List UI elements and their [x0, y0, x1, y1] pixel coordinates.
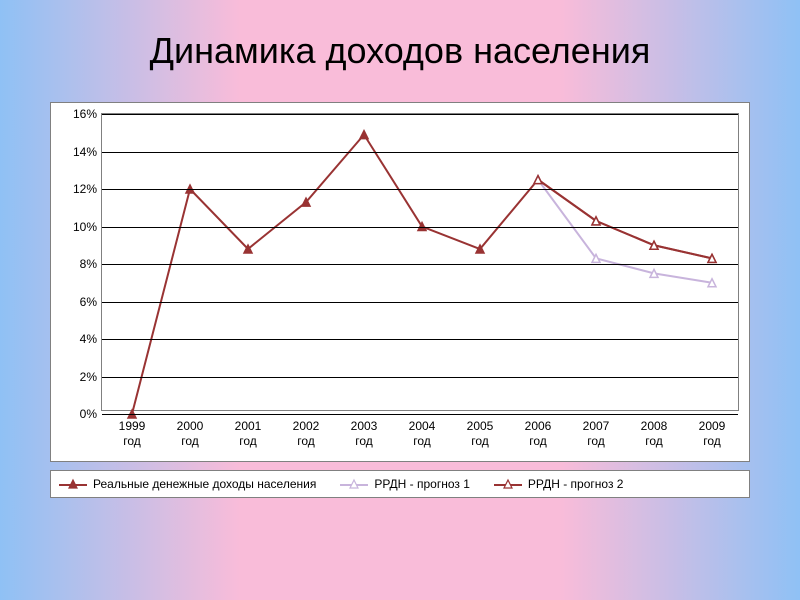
x-axis-label: 2002год [276, 419, 336, 448]
legend-swatch [59, 477, 87, 491]
y-axis-label: 10% [57, 220, 97, 234]
y-axis-label: 12% [57, 182, 97, 196]
series-marker [360, 131, 368, 139]
legend-label: РРДН - прогноз 2 [528, 477, 624, 491]
x-axis-label: 2005год [450, 419, 510, 448]
y-axis-label: 16% [57, 107, 97, 121]
legend-item: РРДН - прогноз 1 [340, 477, 470, 491]
series-line [538, 180, 712, 259]
gridline [102, 152, 738, 153]
y-axis-label: 8% [57, 257, 97, 271]
x-axis-label: 2008год [624, 419, 684, 448]
x-axis-label: 2009год [682, 419, 742, 448]
slide: Динамика доходов населения 0% 2% 4% 6% 8% 10%… [0, 0, 800, 600]
series-line [538, 180, 712, 283]
legend-item: Реальные денежные доходы населения [59, 477, 316, 491]
y-axis-label: 2% [57, 370, 97, 384]
chart-container: 0% 2% 4% 6% 8% 10% 12% 14% 16% 1999год2000год2001… [50, 102, 750, 462]
legend-swatch [340, 477, 368, 491]
gridline [102, 377, 738, 378]
x-axis-label: 2007год [566, 419, 626, 448]
y-axis-label: 0% [57, 407, 97, 421]
series-marker [708, 279, 716, 287]
series-marker [534, 176, 542, 184]
legend-swatch [494, 477, 522, 491]
series-marker [650, 269, 658, 277]
legend-item: РРДН - прогноз 2 [494, 477, 624, 491]
y-axis-label: 14% [57, 145, 97, 159]
legend-label: РРДН - прогноз 1 [374, 477, 470, 491]
legend-label: Реальные денежные доходы населения [93, 477, 316, 491]
series-line [132, 135, 712, 414]
legend: Реальные денежные доходы населения РРДН -… [50, 470, 750, 498]
series-marker [650, 241, 658, 249]
x-axis-label: 2001год [218, 419, 278, 448]
y-axis-label: 4% [57, 332, 97, 346]
x-axis-label: 2003год [334, 419, 394, 448]
x-axis-label: 2006год [508, 419, 568, 448]
gridline [102, 264, 738, 265]
x-axis-label: 2000год [160, 419, 220, 448]
plot-area: 0%2%4%6%8%10%12%14%16%1999год2000год2001… [101, 113, 739, 411]
y-axis-label: 6% [57, 295, 97, 309]
gridline [102, 114, 738, 115]
gridline [102, 302, 738, 303]
x-axis-label: 1999год [102, 419, 162, 448]
gridline [102, 414, 738, 415]
series-marker [708, 254, 716, 262]
gridline [102, 227, 738, 228]
chart-title: Динамика доходов населения [40, 30, 760, 72]
gridline [102, 189, 738, 190]
x-axis-label: 2004год [392, 419, 452, 448]
gridline [102, 339, 738, 340]
chart-svg [102, 114, 738, 410]
